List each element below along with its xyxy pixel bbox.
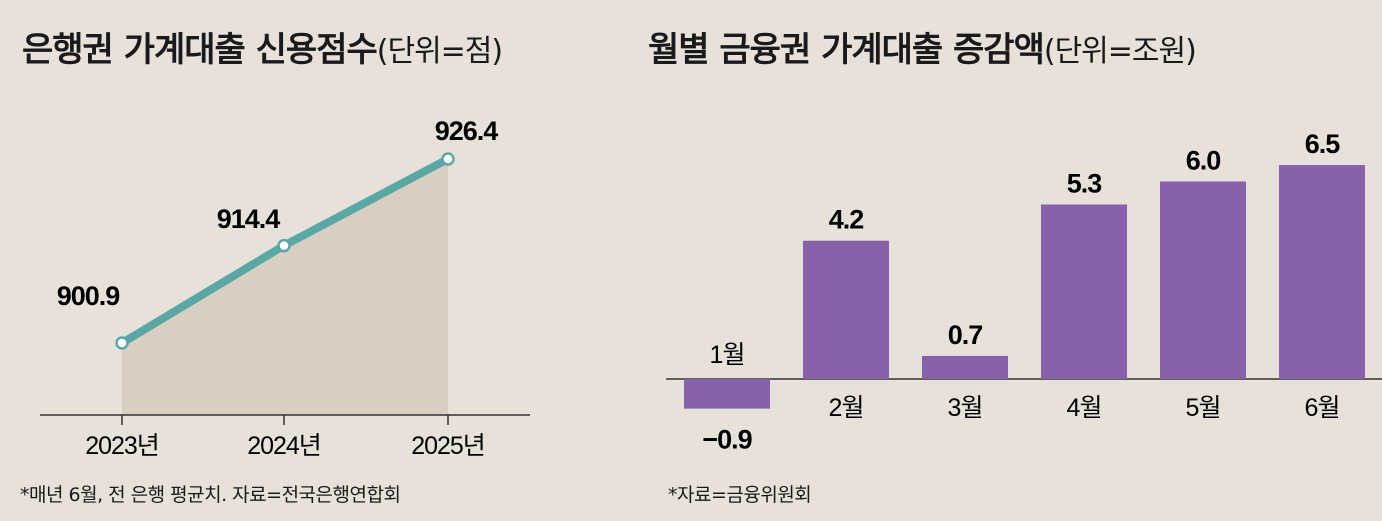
credit-score-point-2024	[277, 238, 291, 253]
loan-change-bar-2	[803, 240, 889, 379]
loan-change-value-label: 4.2	[829, 205, 864, 235]
loan-change-bar-1	[684, 379, 770, 409]
loan-change-month-label: 3월	[948, 394, 983, 422]
credit-score-value-label: 926.4	[435, 116, 499, 146]
credit-score-point-2023	[115, 336, 129, 350]
credit-score-line-chart: 900.9 914.4 926.4 2023년 2024년 2025년	[40, 116, 530, 460]
loan-change-value-label: 6.0	[1186, 145, 1221, 175]
loan-change-value-label: 6.5	[1305, 129, 1341, 159]
credit-score-chart-title: 은행권 가계대출 신용점수(단위=점)	[22, 30, 503, 70]
loan-change-chart-title: 월별 금융권 가계대출 증감액(단위=조원)	[648, 30, 1197, 70]
credit-score-point-2025	[441, 152, 455, 166]
credit-score-source-note: *매년 6월, 전 은행 평균치. 자료=전국은행연합회	[20, 484, 401, 506]
loan-change-value-label: −0.9	[702, 425, 752, 455]
credit-score-value-label: 914.4	[217, 204, 281, 234]
credit-score-unit-label: (단위=점)	[376, 34, 503, 69]
credit-score-year-label: 2023년	[85, 432, 159, 460]
credit-score-value-label: 900.9	[57, 281, 121, 311]
credit-score-year-label: 2024년	[247, 432, 321, 460]
loan-change-month-label: 2월	[829, 394, 864, 422]
loan-change-bar-chart: −0.9 1월 4.2 2월 0.7 3월 5.3 4월 6.0 5월 6.5 6월	[666, 129, 1382, 455]
loan-change-month-label: 5월	[1186, 394, 1221, 422]
credit-score-year-label: 2025년	[411, 432, 485, 460]
loan-change-bar-5	[1160, 181, 1246, 379]
loan-change-value-label: 5.3	[1067, 169, 1103, 199]
loan-change-month-label: 6월	[1305, 394, 1340, 422]
loan-change-source-note: *자료=금융위원회	[668, 484, 812, 506]
loan-change-value-label: 0.7	[948, 320, 983, 350]
loan-change-month-label: 4월	[1067, 394, 1102, 422]
loan-change-month-label: 1월	[710, 341, 745, 369]
loan-change-unit-label: (단위=조원)	[1043, 34, 1197, 69]
credit-score-area-fill	[122, 159, 448, 415]
loan-change-bar-4	[1041, 204, 1127, 379]
loan-change-bar-6	[1279, 165, 1365, 379]
loan-change-bar-3	[922, 355, 1008, 379]
